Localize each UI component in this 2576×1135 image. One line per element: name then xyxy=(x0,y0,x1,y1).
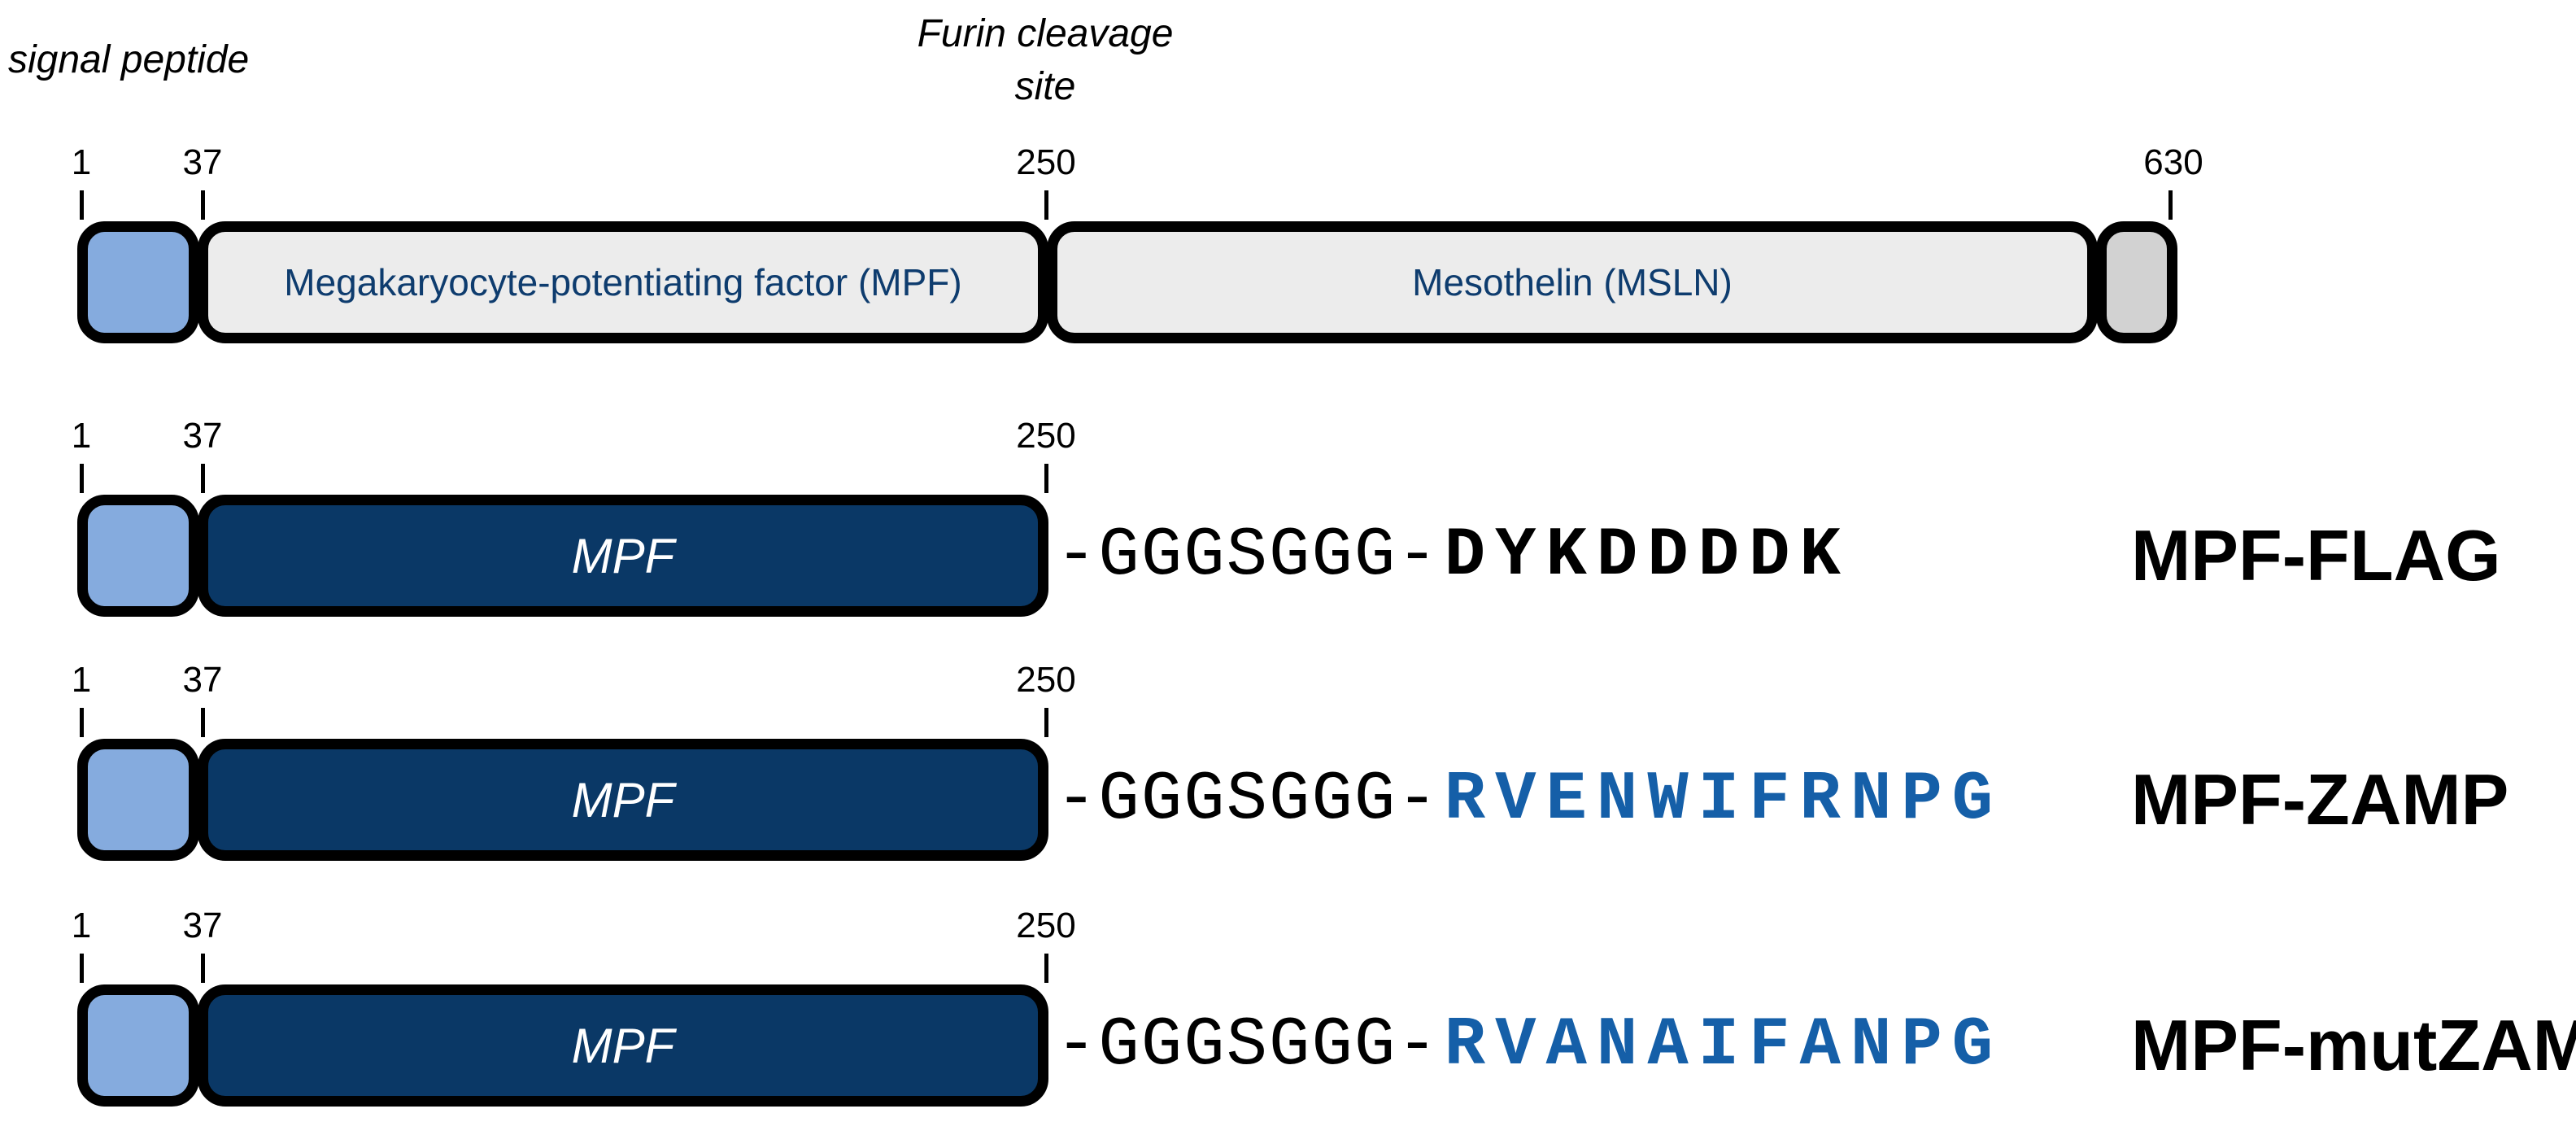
tick-mark-37 xyxy=(201,464,205,493)
tick-label-250: 250 xyxy=(1016,906,1076,945)
tick-mark-630 xyxy=(2168,190,2173,220)
furin-cleavage-line2: site xyxy=(1014,64,1076,108)
zamp-tag-sequence: RVENWIFRNPG xyxy=(1444,761,2003,839)
c-terminal-box xyxy=(2096,221,2177,343)
tick-label-37: 37 xyxy=(182,416,223,456)
signal-peptide-box xyxy=(77,495,199,617)
signal-peptide-box xyxy=(77,221,199,343)
mpf-box-label: MPF xyxy=(571,528,675,583)
construct-name: MPF-mutZAMP xyxy=(2131,1005,2576,1085)
signal-peptide-box xyxy=(77,984,199,1107)
tick-label-37: 37 xyxy=(182,142,223,182)
tick-mark-37 xyxy=(201,954,205,983)
furin-cleavage-annotation: Furin cleavage site xyxy=(842,8,1249,114)
tick-label-37: 37 xyxy=(182,660,223,700)
signal-peptide-annotation: signal peptide xyxy=(8,38,250,81)
tick-mark-250 xyxy=(1044,464,1048,493)
tick-label-37: 37 xyxy=(182,906,223,945)
tick-mark-37 xyxy=(201,190,205,220)
tick-mark-250 xyxy=(1044,190,1048,220)
tick-mark-1 xyxy=(80,190,84,220)
mpf-box: MPF xyxy=(198,739,1048,861)
tick-label-250: 250 xyxy=(1016,416,1076,456)
tick-label-1: 1 xyxy=(71,142,92,182)
linker-sequence: -GGGSGGG- xyxy=(1056,761,1440,839)
fusion-sequence: -GGGSGGG- DYKDDDDK xyxy=(1056,495,1850,617)
fusion-sequence: -GGGSGGG- RVANAIFANPG xyxy=(1056,984,2003,1107)
linker-sequence: -GGGSGGG- xyxy=(1056,1006,1440,1085)
msln-domain-label: Mesothelin (MSLN) xyxy=(1412,261,1733,303)
mpf-domain-label: Megakaryocyte-potentiating factor (MPF) xyxy=(284,261,962,303)
flag-tag-sequence: DYKDDDDK xyxy=(1444,517,1850,595)
signal-peptide-box xyxy=(77,739,199,861)
fusion-sequence: -GGGSGGG- RVENWIFRNPG xyxy=(1056,739,2003,861)
tick-mark-1 xyxy=(80,464,84,493)
tick-label-250: 250 xyxy=(1016,660,1076,700)
mpf-box-label: MPF xyxy=(571,772,675,827)
mpf-domain-box: Megakaryocyte-potentiating factor (MPF) xyxy=(198,221,1048,343)
mpf-box-label: MPF xyxy=(571,1018,675,1073)
msln-domain-box: Mesothelin (MSLN) xyxy=(1047,221,2098,343)
tick-mark-250 xyxy=(1044,954,1048,983)
mpf-box: MPF xyxy=(198,984,1048,1107)
furin-cleavage-line1: Furin cleavage xyxy=(917,12,1174,55)
linker-sequence: -GGGSGGG- xyxy=(1056,517,1440,595)
construct-name: MPF-ZAMP xyxy=(2131,759,2509,840)
tick-mark-1 xyxy=(80,954,84,983)
tick-label-250: 250 xyxy=(1016,142,1076,182)
tick-label-1: 1 xyxy=(71,416,92,456)
construct-name: MPF-FLAG xyxy=(2131,515,2501,596)
mpf-box: MPF xyxy=(198,495,1048,617)
tick-mark-1 xyxy=(80,708,84,737)
mutzamp-tag-sequence: RVANAIFANPG xyxy=(1444,1006,2003,1085)
tick-label-630: 630 xyxy=(2143,142,2203,182)
tick-label-1: 1 xyxy=(71,660,92,700)
tick-mark-37 xyxy=(201,708,205,737)
tick-mark-250 xyxy=(1044,708,1048,737)
tick-label-1: 1 xyxy=(71,906,92,945)
